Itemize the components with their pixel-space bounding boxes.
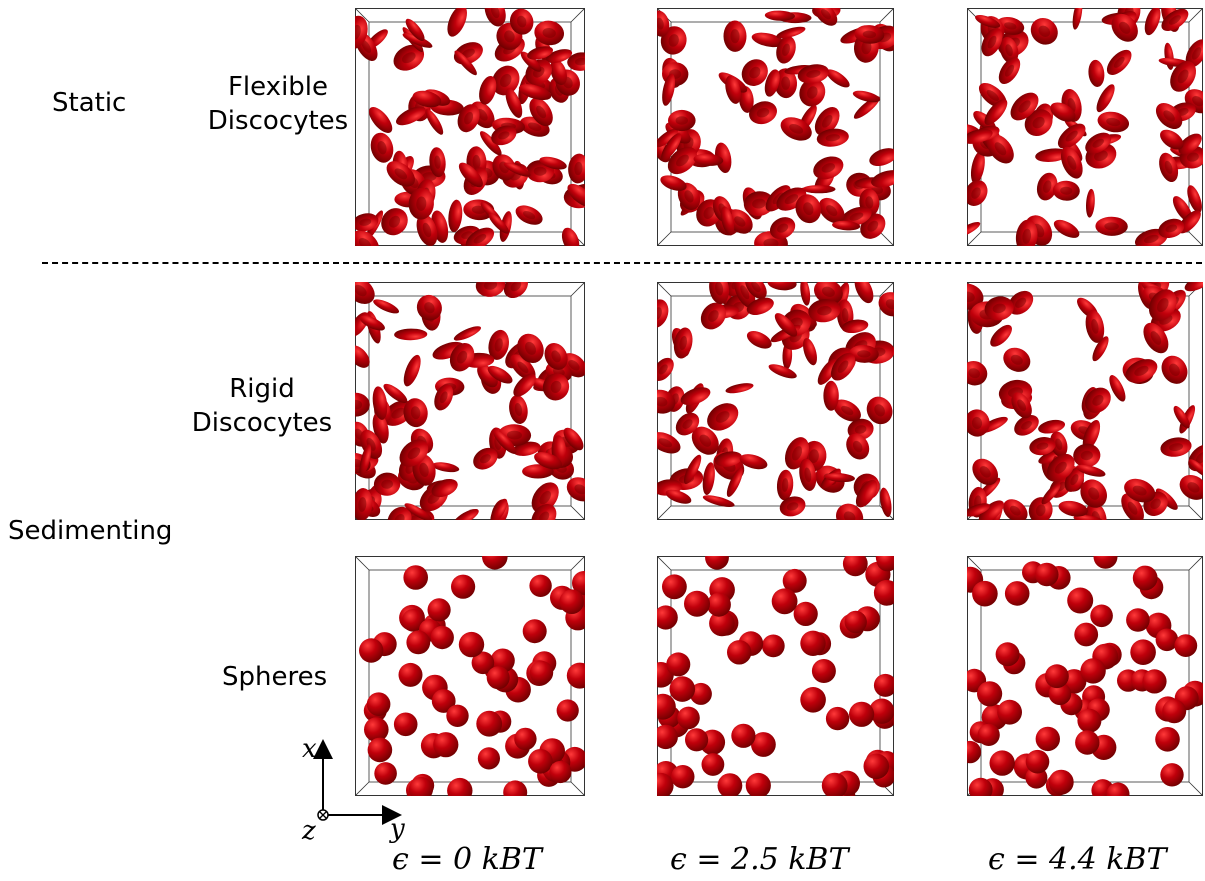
- axis-triad: [313, 739, 402, 825]
- sim-panel-spheres-col2: [657, 556, 894, 796]
- sim-panel-flexible-col2: [657, 8, 894, 246]
- row-label-static: Static: [52, 88, 127, 118]
- sim-panel-flexible-col3: [967, 8, 1203, 246]
- cell-type-flexible-line2: Discocytes: [207, 106, 349, 136]
- sim-panel-spheres-col1: [355, 556, 585, 796]
- cell-type-rigid-line2: Discocytes: [191, 408, 333, 438]
- cell-type-rigid-line1: Rigid: [229, 374, 295, 404]
- sim-panel-rigid-col3: [967, 282, 1203, 520]
- cell-type-flexible: Flexible Discocytes: [198, 70, 358, 138]
- cell-type-spheres: Spheres: [222, 662, 328, 692]
- cell-type-flexible-line1: Flexible: [227, 72, 329, 102]
- cell-type-rigid: Rigid Discocytes: [182, 372, 342, 440]
- column-label-eps-4-4: ϵ = 4.4 kBT: [988, 842, 1167, 877]
- sim-panel-flexible-col1: [355, 8, 585, 246]
- static-sedimenting-divider: [42, 262, 1202, 264]
- sim-panel-rigid-col2: [657, 282, 894, 520]
- column-label-eps-0: ϵ = 0 kBT: [392, 842, 542, 877]
- axis-label-y: y: [390, 814, 405, 844]
- axis-label-x: x: [302, 734, 317, 764]
- row-label-sedimenting: Sedimenting: [8, 516, 173, 546]
- sim-panel-spheres-col3: [967, 556, 1203, 796]
- axis-label-z: z: [302, 816, 316, 846]
- sim-panel-rigid-col1: [355, 282, 585, 520]
- column-label-eps-2-5: ϵ = 2.5 kBT: [670, 842, 849, 877]
